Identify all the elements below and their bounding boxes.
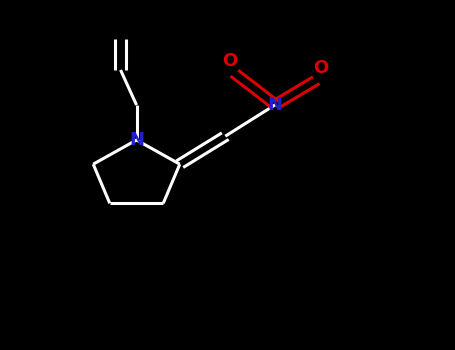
Text: O: O: [222, 52, 238, 70]
Text: O: O: [313, 59, 329, 77]
Text: N: N: [129, 131, 144, 149]
Text: N: N: [268, 96, 283, 114]
